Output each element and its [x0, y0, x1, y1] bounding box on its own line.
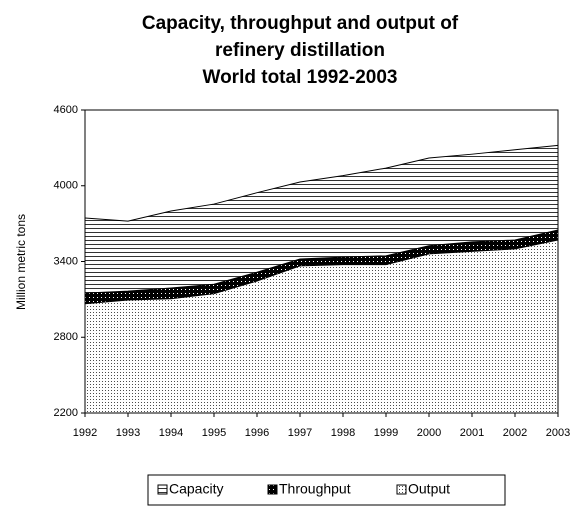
legend-swatch [157, 484, 168, 495]
y-tick-label: 4600 [54, 104, 78, 116]
x-tick-label: 1993 [116, 427, 140, 439]
chart-title: World total 1992-2003 [202, 67, 397, 88]
x-tick-label: 1996 [245, 427, 269, 439]
x-tick-label: 1995 [202, 427, 226, 439]
x-tick-label: 2002 [503, 427, 527, 439]
chart-title: refinery distillation [215, 40, 385, 61]
legend-label: Throughput [279, 481, 351, 497]
x-tick-label: 1997 [288, 427, 312, 439]
legend-box [147, 474, 506, 506]
y-tick-label: 4000 [54, 180, 78, 192]
y-axis-label: Million metric tons [14, 214, 28, 310]
x-tick-label: 1994 [159, 427, 183, 439]
chart-title: Capacity, throughput and output of [142, 13, 459, 34]
area-fill [85, 240, 558, 413]
x-tick-label: 2003 [546, 427, 570, 439]
x-tick-label: 1999 [374, 427, 398, 439]
x-tick-label: 1998 [331, 427, 355, 439]
x-tick-label: 2001 [460, 427, 484, 439]
y-tick-label: 2800 [54, 331, 78, 343]
area-line [84, 144, 559, 222]
area-line [84, 229, 559, 294]
y-tick-label: 2200 [54, 407, 78, 419]
x-tick-label: 1992 [73, 427, 97, 439]
y-tick-label: 3400 [54, 255, 78, 267]
legend-label: Output [408, 481, 450, 497]
x-tick-label: 2000 [417, 427, 441, 439]
area-line [84, 239, 559, 305]
legend-swatch [396, 484, 407, 495]
legend-label: Capacity [169, 481, 223, 497]
legend-swatch [267, 484, 278, 495]
